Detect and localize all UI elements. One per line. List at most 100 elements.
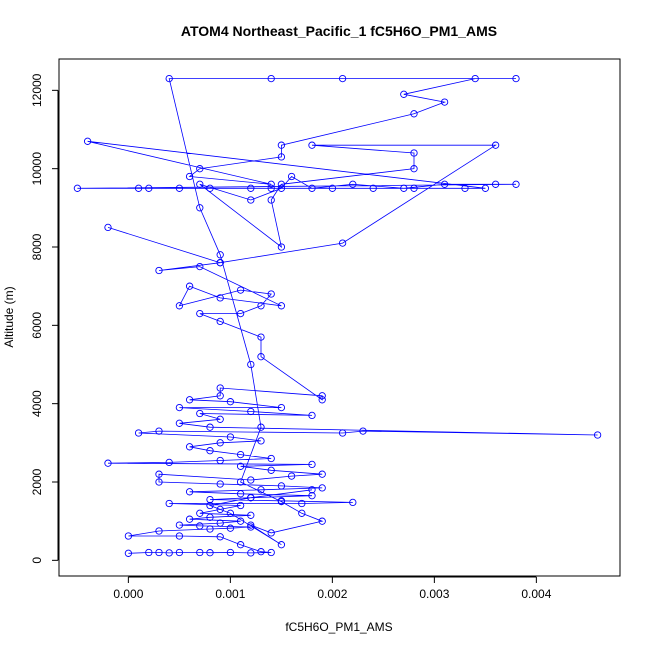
data-point <box>247 360 255 369</box>
data-point <box>359 427 367 435</box>
data-point <box>216 317 224 326</box>
data-point <box>236 450 245 459</box>
data-point <box>226 524 235 532</box>
plot-frame <box>58 58 621 577</box>
data-point <box>236 490 245 498</box>
data-point <box>247 511 255 519</box>
data-point <box>267 180 275 188</box>
data-point <box>277 541 286 549</box>
data-point <box>257 302 265 310</box>
y-tick-label: 0 <box>30 557 44 564</box>
data-point <box>277 184 286 192</box>
data-point <box>175 521 184 529</box>
data-point <box>134 184 143 192</box>
data-point <box>308 184 316 192</box>
data-point <box>185 443 194 451</box>
y-tick-label: 10000 <box>30 152 44 186</box>
data-point <box>257 548 265 556</box>
data-point <box>175 419 184 427</box>
data-point <box>185 488 194 496</box>
data-point <box>236 478 245 486</box>
data-point <box>481 184 490 192</box>
data-point <box>308 486 316 494</box>
data-point <box>247 184 255 192</box>
data-point <box>267 548 275 557</box>
data-point <box>410 184 418 192</box>
data-point <box>318 470 326 478</box>
data-point <box>206 184 214 192</box>
data-point <box>175 302 184 310</box>
data-point <box>185 515 194 523</box>
data-point <box>196 204 204 212</box>
x-tick-label: 0.002 <box>317 587 347 601</box>
data-point <box>267 74 275 83</box>
data-point <box>155 527 163 535</box>
data-point <box>196 548 204 557</box>
data-point <box>206 549 214 557</box>
data-point <box>226 398 235 406</box>
data-point <box>491 180 500 188</box>
data-point <box>349 498 357 507</box>
data-point <box>206 495 214 504</box>
data-point <box>145 184 153 192</box>
data-point <box>145 548 153 557</box>
data-point <box>267 529 275 537</box>
data-point <box>277 497 286 506</box>
data-point <box>104 223 112 232</box>
data-point <box>185 282 194 290</box>
data-point <box>165 549 173 557</box>
y-tick-label: 12000 <box>30 73 44 107</box>
x-tick-label: 0.004 <box>521 587 551 601</box>
series-line <box>77 78 598 554</box>
y-axis: 0 2000 4000 6000 8000 10000 12000 <box>30 73 59 564</box>
data-point <box>247 494 255 502</box>
data-point <box>226 548 235 557</box>
data-point <box>155 427 163 435</box>
data-point <box>216 251 224 259</box>
data-point <box>338 239 347 247</box>
data-point <box>287 172 296 181</box>
data-point <box>369 184 377 192</box>
data-point <box>185 396 194 404</box>
data-point <box>440 180 449 188</box>
data-point <box>216 456 224 465</box>
data-point <box>216 439 224 447</box>
data-point <box>257 423 265 431</box>
y-tick-label: 8000 <box>30 233 44 260</box>
data-point <box>328 184 337 192</box>
data-point <box>400 184 408 192</box>
data-point <box>175 403 184 412</box>
data-point <box>247 407 255 416</box>
data-point <box>236 462 245 470</box>
data-point <box>155 548 163 557</box>
data-point <box>165 499 173 508</box>
data-point <box>257 437 265 445</box>
y-tick-label: 6000 <box>30 312 44 339</box>
data-point <box>175 532 184 540</box>
x-tick-label: 0.000 <box>113 587 143 601</box>
data-point <box>410 110 418 118</box>
data-point <box>206 525 214 533</box>
data-point <box>267 290 275 298</box>
data-point <box>277 153 286 161</box>
data-point <box>308 141 316 149</box>
data-point <box>196 262 204 271</box>
y-tick-label: 4000 <box>30 390 44 417</box>
data-point <box>338 429 347 437</box>
data-point <box>277 403 286 412</box>
data-point <box>247 476 255 484</box>
data-point <box>512 74 520 83</box>
data-point <box>216 519 224 527</box>
data-point <box>236 541 245 549</box>
data-point <box>267 196 275 204</box>
data-point <box>236 517 245 525</box>
data-point <box>216 392 224 400</box>
data-point <box>155 470 163 478</box>
data-point <box>216 259 224 267</box>
data-point <box>410 149 418 157</box>
data-point <box>73 184 82 192</box>
data-point <box>226 509 235 517</box>
data-point <box>236 501 245 510</box>
data-point <box>512 180 520 188</box>
